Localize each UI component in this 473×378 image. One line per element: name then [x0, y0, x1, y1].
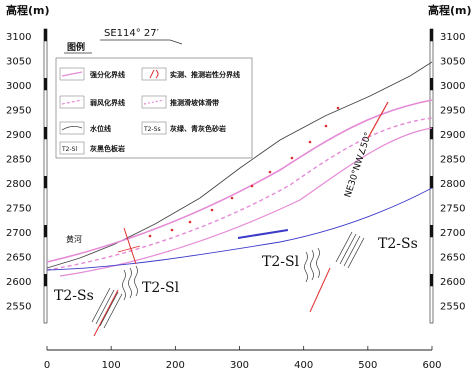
strong-weathering-line	[46, 99, 433, 263]
left-tick-label: 3050	[6, 57, 31, 68]
legend-label-boundary: 实测、推测岩性分界线	[170, 70, 240, 79]
left-ruler-segment	[44, 127, 47, 140]
t2sl-left-label: T2-Sl	[142, 280, 180, 296]
sandstone-hatch-left	[91, 287, 123, 329]
weak-weathering-icon	[61, 99, 83, 105]
right-tick-label: 2850	[440, 155, 465, 166]
lithology-boundary-bottom	[93, 289, 119, 337]
legend-swatch-strong	[59, 67, 85, 81]
left-tick-label: 2700	[6, 228, 31, 239]
right-tick-label: 3000	[440, 81, 465, 92]
left-tick-label: 2550	[6, 302, 31, 313]
legend-label-t2ss: 灰绿、青灰色砂岩	[170, 124, 226, 133]
bottom-tick-labels: 0 100 200 300 400 500 600	[44, 346, 442, 371]
right-axis-title: 高程(m)	[428, 3, 472, 17]
right-elevation-ruler	[429, 28, 434, 324]
slide-zone-line	[46, 117, 433, 271]
direction-arrow	[100, 39, 183, 45]
right-ruler-segment	[430, 225, 433, 238]
bottom-tick-label: 100	[102, 360, 121, 371]
right-tick-label: 2900	[440, 130, 465, 141]
slide-zone-icon	[143, 99, 165, 105]
right-tick-label: 2700	[440, 228, 465, 239]
left-tick-label: 3100	[6, 32, 31, 43]
right-tick-label: 2750	[440, 204, 465, 215]
left-tick-label: 2600	[6, 277, 31, 288]
bottom-tick-label: 400	[294, 360, 313, 371]
slate-hatch-middle	[304, 247, 320, 283]
bottom-tick-label: 200	[166, 360, 185, 371]
sandstone-hatch-right	[335, 231, 365, 269]
right-tick-label: 3100	[440, 32, 465, 43]
right-ruler-segment	[430, 176, 433, 189]
right-tick-label: 2950	[440, 106, 465, 117]
left-tick-labels: 3100 3050 3000 2950 2900 2850 2800 2750 2700 2650…	[6, 32, 31, 313]
river-label: 黄河	[66, 234, 82, 244]
legend-title: 图例	[67, 41, 85, 53]
left-ruler-segment	[44, 225, 47, 238]
right-tick-label: 2550	[440, 302, 465, 313]
bottom-tick-label: 300	[230, 360, 249, 371]
left-tick-label: 3000	[6, 81, 31, 92]
legend-swatch-boundary	[141, 67, 167, 81]
legend-label-strong: 强分化界线	[90, 70, 125, 79]
left-tick-label: 2850	[6, 155, 31, 166]
right-tick-labels: 3100 3050 3000 2950 2900 2850 2800 2750 2700 2650…	[440, 32, 465, 313]
legend-label-t2sl: 灰黑色板岩	[90, 144, 125, 153]
right-tick-label: 2800	[440, 179, 465, 190]
legend-swatch-water	[59, 121, 85, 135]
water-level-line	[46, 187, 433, 271]
legend-swatch-weak	[59, 95, 85, 109]
legend-code-t2sl: T2-Sl	[61, 146, 77, 153]
left-tick-label: 2950	[6, 106, 31, 117]
strong-weathering-icon	[61, 71, 83, 77]
right-ruler-segment	[430, 78, 433, 91]
lithology-boundary-mark	[117, 245, 141, 253]
water-level-segment	[237, 229, 289, 239]
lithology-boundary-left	[123, 227, 137, 265]
legend-label-water: 水位线	[90, 124, 111, 133]
fault-line	[367, 101, 389, 139]
left-tick-label: 2900	[6, 130, 31, 141]
right-tick-label: 3050	[440, 57, 465, 68]
legend: 图例 强分化界线 实测、推测岩性分界线 弱风化界线 推测滑坡体滑带 水位线 T2…	[55, 41, 253, 159]
bottom-tick-label: 500	[358, 360, 377, 371]
left-tick-label: 2750	[6, 204, 31, 215]
left-ruler-segment	[44, 29, 47, 42]
left-tick-label: 2800	[6, 179, 31, 190]
t2sl-middle-label: T2-Sl	[262, 254, 300, 270]
left-tick-label: 2650	[6, 253, 31, 264]
weak-weathering-line	[59, 127, 433, 277]
left-axis-title: 高程(m)	[6, 3, 50, 17]
left-elevation-ruler	[43, 28, 48, 324]
right-ruler-segment	[430, 29, 433, 42]
right-ruler-segment	[430, 274, 433, 287]
left-ruler-segment	[44, 176, 47, 189]
t2ss-left-label: T2-Ss	[54, 288, 94, 304]
profile-direction: SE114° 27′	[104, 28, 160, 39]
left-ruler-segment	[44, 78, 47, 91]
bottom-tick-label: 600	[422, 360, 441, 371]
legend-label-weak: 弱风化界线	[90, 98, 125, 107]
slide-points	[148, 106, 340, 238]
legend-swatch-slide	[141, 95, 167, 109]
terrain-surface-line	[46, 61, 433, 269]
legend-box	[55, 57, 253, 159]
right-tick-label: 2600	[440, 277, 465, 288]
t2ss-right-label: T2-Ss	[378, 236, 418, 252]
legend-code-t2ss: T2-Ss	[143, 126, 161, 133]
bottom-tick-label: 0	[44, 360, 50, 371]
legend-label-slide: 推测滑坡体滑带	[170, 98, 219, 107]
lithology-boundary-middle	[309, 267, 331, 313]
right-tick-label: 2650	[440, 253, 465, 264]
slate-hatch-left	[122, 265, 138, 301]
right-ruler-segment	[430, 127, 433, 140]
water-level-icon	[61, 126, 83, 131]
left-ruler-segment	[44, 274, 47, 287]
legend-swatch-t2sl	[59, 141, 85, 155]
boundary-icon	[149, 69, 159, 79]
legend-swatch-t2ss	[141, 121, 167, 135]
